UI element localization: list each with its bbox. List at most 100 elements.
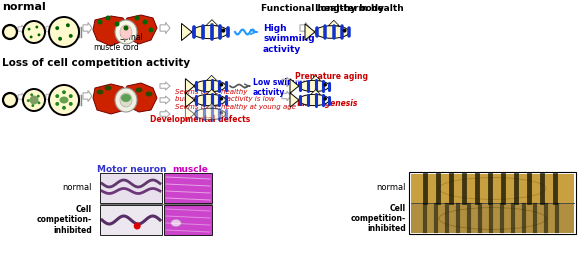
Ellipse shape xyxy=(171,220,181,227)
Polygon shape xyxy=(18,93,25,101)
FancyBboxPatch shape xyxy=(100,205,162,235)
Circle shape xyxy=(31,104,34,107)
FancyBboxPatch shape xyxy=(411,174,574,203)
Polygon shape xyxy=(290,93,299,107)
Circle shape xyxy=(148,27,154,32)
Polygon shape xyxy=(160,82,170,90)
Ellipse shape xyxy=(104,85,111,90)
Circle shape xyxy=(37,95,39,98)
Polygon shape xyxy=(123,15,157,44)
Circle shape xyxy=(62,90,66,94)
Polygon shape xyxy=(290,79,299,93)
Polygon shape xyxy=(18,25,25,33)
Text: Seems to be healthy
but locomotor activity is low: Seems to be healthy but locomotor activi… xyxy=(175,89,274,102)
Polygon shape xyxy=(206,75,216,80)
Polygon shape xyxy=(300,22,310,34)
Circle shape xyxy=(134,223,141,230)
FancyBboxPatch shape xyxy=(409,172,576,234)
Circle shape xyxy=(324,97,327,101)
Polygon shape xyxy=(311,90,320,94)
Text: Motor neuron: Motor neuron xyxy=(97,165,167,174)
Text: Cell
competition-
inhibited: Cell competition- inhibited xyxy=(351,204,406,234)
Text: Seems to be healthy at young age: Seems to be healthy at young age xyxy=(175,104,296,110)
Circle shape xyxy=(49,85,79,115)
Ellipse shape xyxy=(120,93,132,107)
Polygon shape xyxy=(160,110,170,118)
Text: muscle: muscle xyxy=(93,43,121,52)
Circle shape xyxy=(69,94,72,98)
Polygon shape xyxy=(282,77,291,87)
Text: Low swimming
activity: Low swimming activity xyxy=(253,78,316,97)
Text: normal: normal xyxy=(2,2,46,12)
Polygon shape xyxy=(186,79,194,94)
Circle shape xyxy=(66,23,70,27)
Polygon shape xyxy=(123,83,157,112)
Circle shape xyxy=(220,97,223,101)
Polygon shape xyxy=(282,91,291,101)
Circle shape xyxy=(35,25,38,29)
Ellipse shape xyxy=(115,20,137,44)
Circle shape xyxy=(30,93,33,96)
Circle shape xyxy=(220,111,223,115)
Circle shape xyxy=(324,83,327,87)
Ellipse shape xyxy=(315,26,349,38)
Polygon shape xyxy=(160,96,170,104)
Ellipse shape xyxy=(299,80,329,92)
Polygon shape xyxy=(83,90,92,102)
FancyBboxPatch shape xyxy=(411,204,574,233)
Circle shape xyxy=(343,29,347,33)
Polygon shape xyxy=(305,24,315,40)
Circle shape xyxy=(58,37,62,41)
Circle shape xyxy=(55,102,59,106)
Text: normal: normal xyxy=(376,183,406,192)
Ellipse shape xyxy=(96,90,103,95)
FancyBboxPatch shape xyxy=(100,173,162,203)
Circle shape xyxy=(69,102,72,106)
Polygon shape xyxy=(182,24,192,41)
Ellipse shape xyxy=(194,108,226,120)
Polygon shape xyxy=(206,20,218,25)
Circle shape xyxy=(30,95,38,104)
Text: normal: normal xyxy=(63,183,92,193)
Polygon shape xyxy=(186,93,194,107)
Ellipse shape xyxy=(194,94,226,106)
Circle shape xyxy=(38,33,41,36)
Ellipse shape xyxy=(192,25,228,39)
Ellipse shape xyxy=(299,94,329,106)
Text: Long-term health: Long-term health xyxy=(315,4,404,13)
Text: muscle: muscle xyxy=(172,165,208,174)
FancyBboxPatch shape xyxy=(164,205,212,235)
Circle shape xyxy=(124,25,129,31)
Polygon shape xyxy=(93,16,129,46)
Circle shape xyxy=(23,21,45,43)
Polygon shape xyxy=(186,107,194,122)
Text: High
swimming
activity: High swimming activity xyxy=(263,24,314,54)
Circle shape xyxy=(69,34,72,38)
Text: Loss of cell competition activity: Loss of cell competition activity xyxy=(2,58,190,68)
Circle shape xyxy=(97,20,103,25)
Circle shape xyxy=(55,94,59,98)
Polygon shape xyxy=(328,20,339,26)
Text: Spinal
cord: Spinal cord xyxy=(119,32,143,52)
Text: Premature aging: Premature aging xyxy=(295,72,368,81)
Polygon shape xyxy=(93,84,129,114)
Polygon shape xyxy=(311,76,320,80)
Circle shape xyxy=(62,106,66,110)
Ellipse shape xyxy=(121,94,131,102)
Text: Developmental defects: Developmental defects xyxy=(150,115,250,124)
Ellipse shape xyxy=(194,80,226,92)
Polygon shape xyxy=(46,92,55,102)
Circle shape xyxy=(106,15,111,20)
Text: Functional healthy body: Functional healthy body xyxy=(261,4,384,13)
Polygon shape xyxy=(206,103,216,108)
Ellipse shape xyxy=(115,88,137,112)
Circle shape xyxy=(143,20,147,25)
Circle shape xyxy=(27,99,30,102)
Ellipse shape xyxy=(146,92,153,97)
Polygon shape xyxy=(46,24,55,34)
Polygon shape xyxy=(160,22,170,34)
Circle shape xyxy=(49,17,79,47)
Polygon shape xyxy=(83,22,92,34)
Circle shape xyxy=(221,29,226,33)
Circle shape xyxy=(3,25,17,39)
